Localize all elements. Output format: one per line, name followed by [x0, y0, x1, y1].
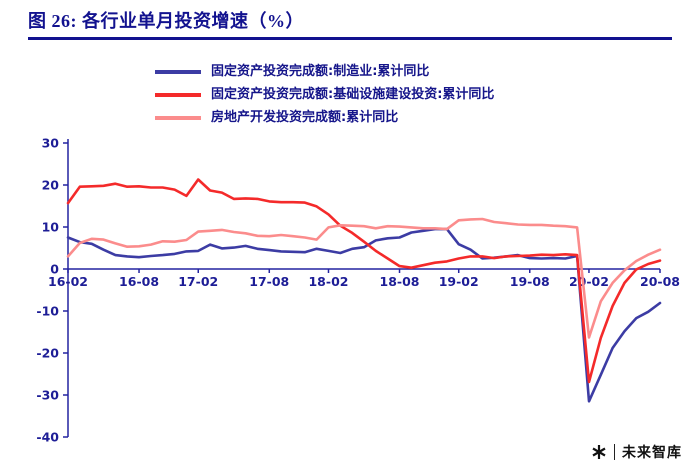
svg-text:0: 0 — [50, 262, 59, 277]
legend-label-infrastructure: 固定资产投资完成额:基础设施建设投资:累计同比 — [211, 87, 495, 102]
legend-swatch-manufacturing — [155, 70, 201, 74]
svg-text:16-02: 16-02 — [48, 274, 88, 289]
title-underline — [28, 37, 672, 40]
svg-text:-40: -40 — [36, 430, 59, 445]
svg-text:19-08: 19-08 — [510, 274, 550, 289]
svg-text:18-02: 18-02 — [308, 274, 348, 289]
svg-text:-30: -30 — [36, 388, 59, 403]
svg-text:18-08: 18-08 — [380, 274, 420, 289]
legend-swatch-real-estate — [155, 116, 201, 120]
asterisk-logo-icon — [592, 445, 606, 459]
svg-text:17-08: 17-08 — [249, 274, 289, 289]
watermark-divider — [614, 444, 615, 460]
legend-label-manufacturing: 固定资产投资完成额:制造业:累计同比 — [211, 64, 430, 79]
legend-item-real-estate: 房地产开发投资完成额:累计同比 — [155, 110, 494, 126]
svg-text:10: 10 — [42, 220, 60, 235]
svg-text:-10: -10 — [36, 304, 59, 319]
svg-text:16-08: 16-08 — [119, 274, 159, 289]
svg-text:20: 20 — [42, 178, 60, 193]
svg-text:20-08: 20-08 — [640, 274, 680, 289]
line-chart: 30 20 10 0 -10 -20 -30 -40 16-02 16-08 17-02 17-08 1… — [36, 136, 680, 445]
chart-legend: 固定资产投资完成额:制造业:累计同比 固定资产投资完成额:基础设施建设投资:累计… — [155, 64, 494, 126]
svg-text:19-02: 19-02 — [439, 274, 479, 289]
legend-swatch-infrastructure — [155, 93, 201, 97]
legend-item-manufacturing: 固定资产投资完成额:制造业:累计同比 — [155, 64, 494, 80]
svg-text:20-02: 20-02 — [569, 274, 609, 289]
legend-label-real-estate: 房地产开发投资完成额:累计同比 — [211, 110, 399, 125]
svg-text:-20: -20 — [36, 346, 59, 361]
watermark: 未来智库 — [591, 442, 682, 462]
svg-text:17-02: 17-02 — [178, 274, 218, 289]
figure-title: 图 26: 各行业单月投资增速（%） — [28, 11, 304, 31]
legend-item-infrastructure: 固定资产投资完成额:基础设施建设投资:累计同比 — [155, 87, 494, 103]
svg-text:30: 30 — [42, 136, 60, 151]
watermark-text: 未来智库 — [622, 445, 682, 461]
